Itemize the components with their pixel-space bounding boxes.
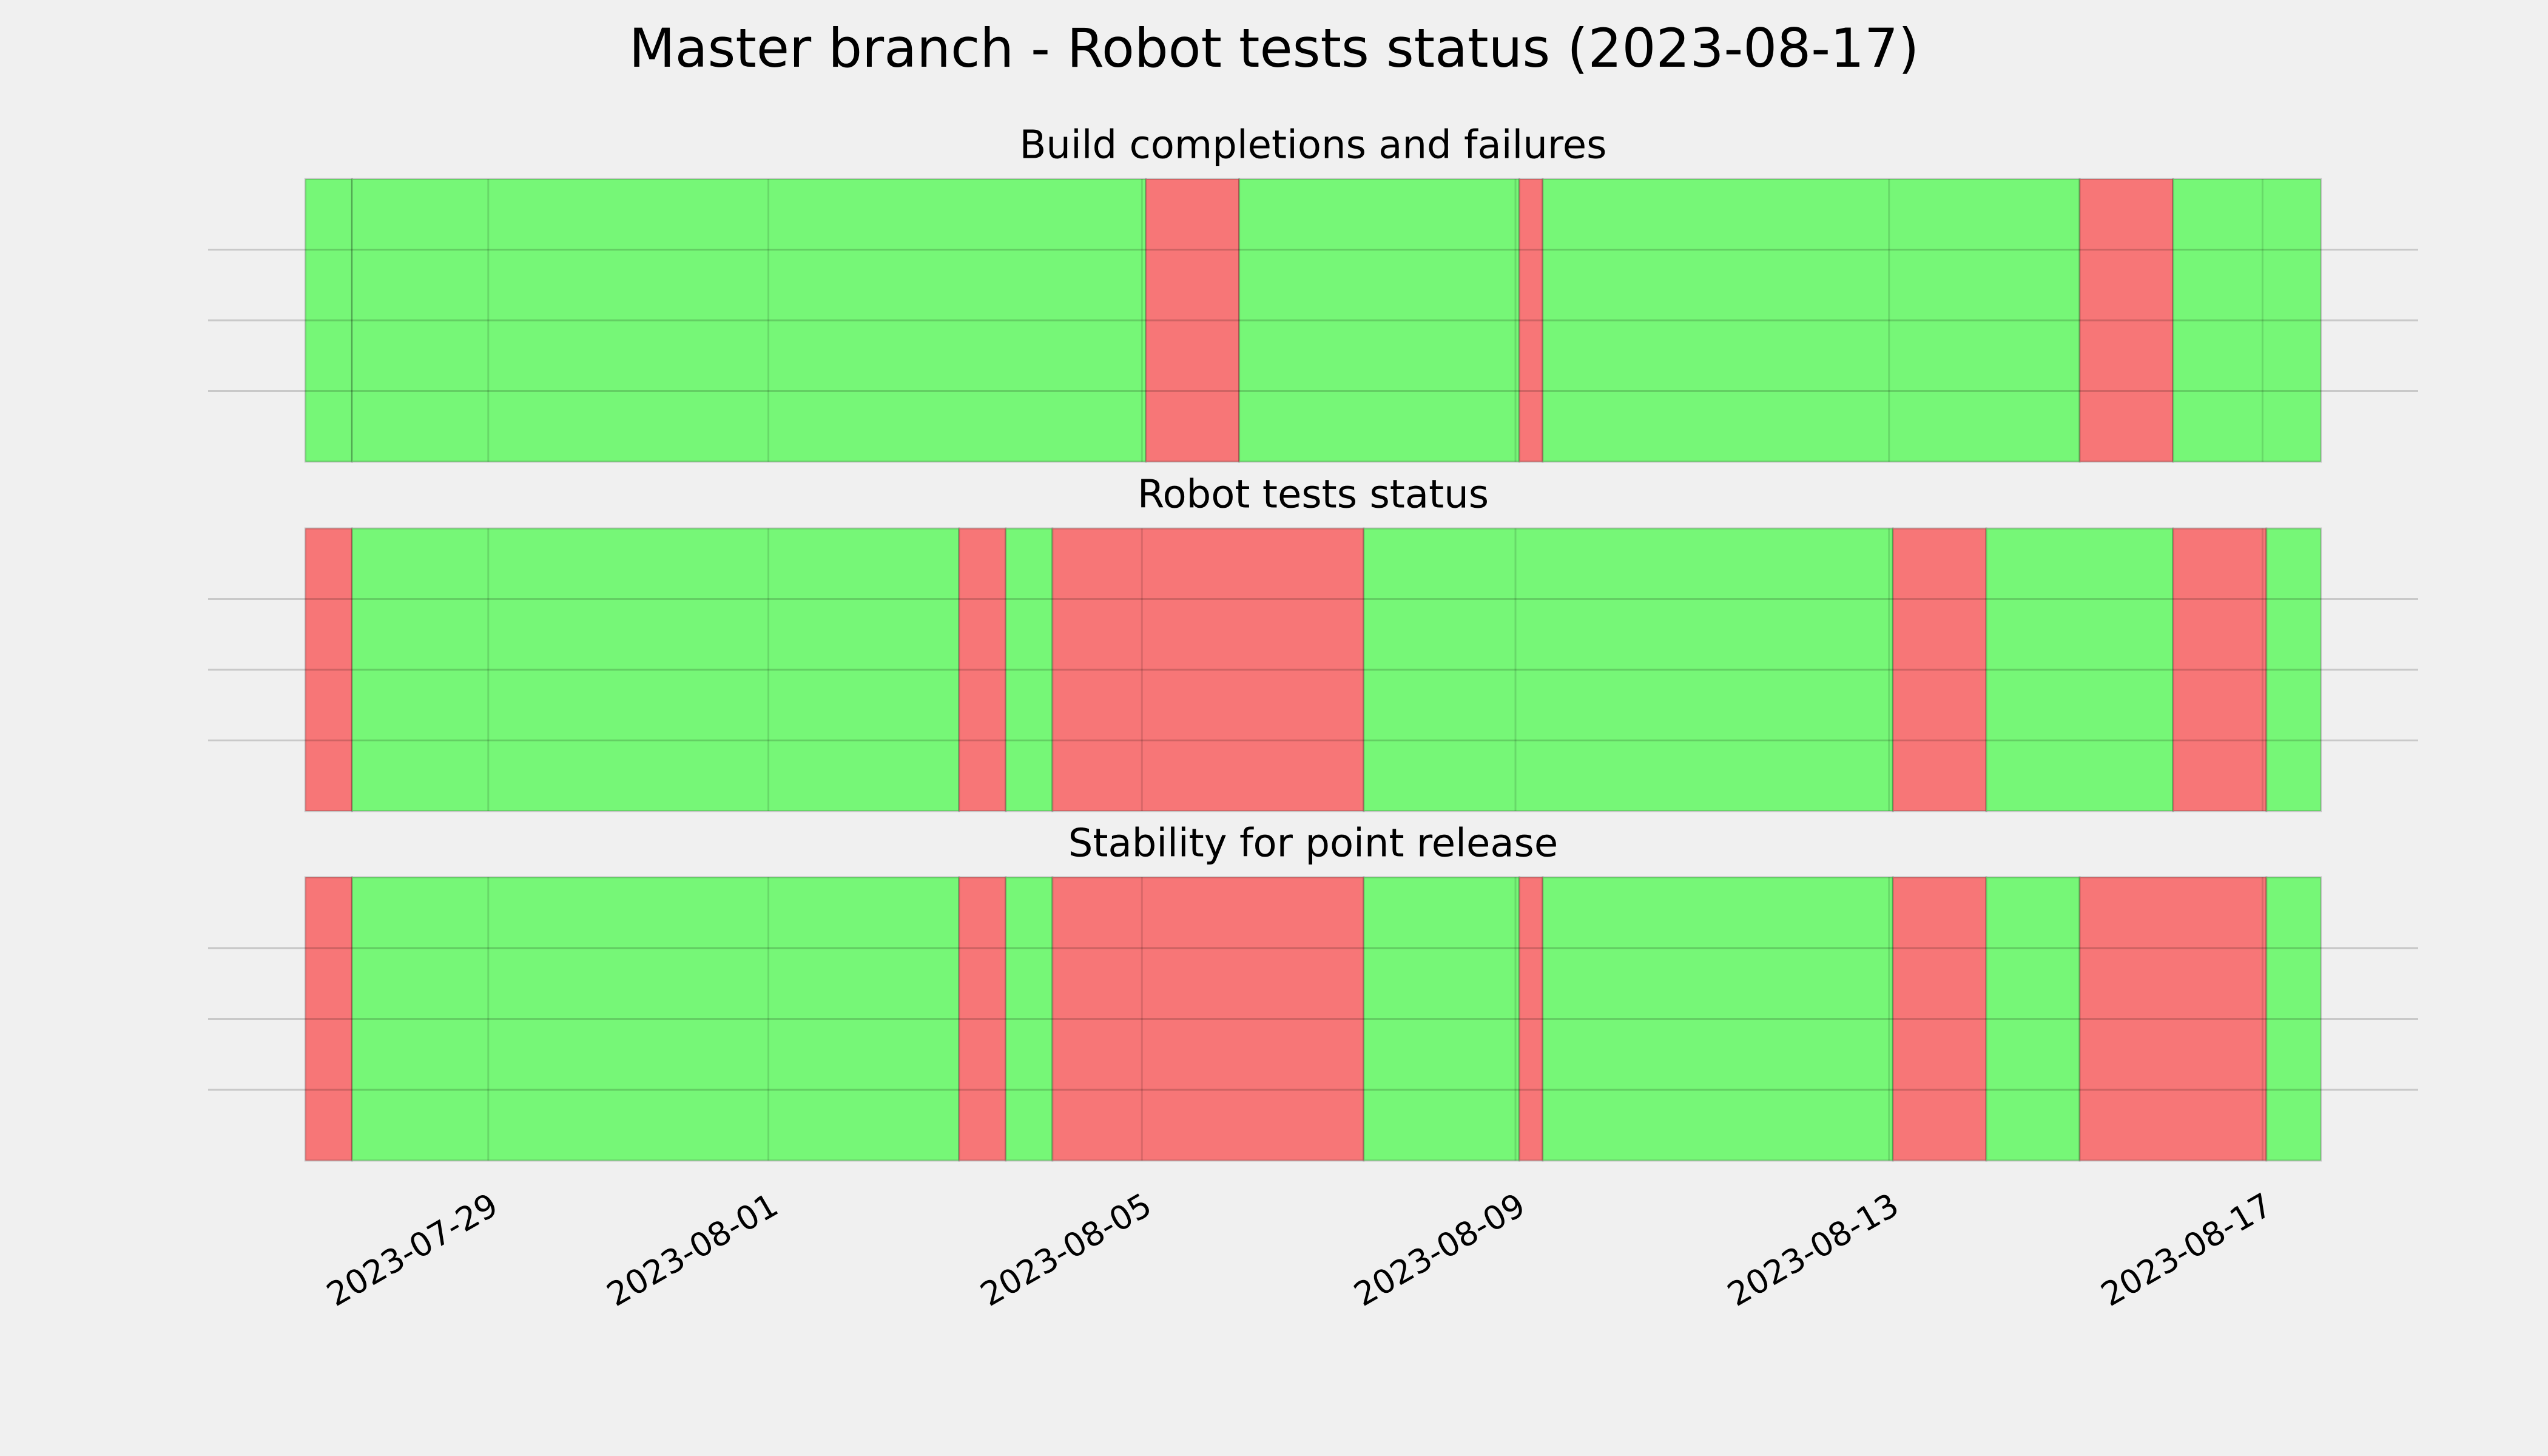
status-segment bbox=[1005, 876, 1054, 1162]
status-segment bbox=[1892, 527, 1987, 812]
status-segment bbox=[1238, 178, 1520, 463]
status-segment bbox=[1518, 178, 1544, 463]
status-segment bbox=[1542, 876, 1894, 1162]
status-segment bbox=[1542, 178, 2081, 463]
status-segment bbox=[2265, 876, 2322, 1162]
status-segment bbox=[351, 527, 960, 812]
status-segment bbox=[2265, 527, 2322, 812]
status-segment bbox=[958, 527, 1007, 812]
status-segment bbox=[1051, 527, 1365, 812]
status-segment bbox=[351, 178, 1147, 463]
status-segment bbox=[1363, 527, 1894, 812]
status-segment bbox=[304, 876, 353, 1162]
subplot-title: Stability for point release bbox=[1068, 821, 1559, 866]
status-segment bbox=[1892, 876, 1987, 1162]
subplot-title: Build completions and failures bbox=[1020, 123, 1607, 168]
status-segment bbox=[304, 178, 353, 463]
status-segment bbox=[1985, 527, 2174, 812]
subplot-title: Robot tests status bbox=[1138, 473, 1489, 517]
status-segment bbox=[1051, 876, 1365, 1162]
status-segment bbox=[2078, 876, 2268, 1162]
status-segment bbox=[2172, 527, 2268, 812]
figure-title: Master branch - Robot tests status (2023… bbox=[629, 17, 1919, 79]
status-segment bbox=[2172, 178, 2322, 463]
status-segment bbox=[2078, 178, 2174, 463]
status-segment bbox=[1145, 178, 1241, 463]
status-segment bbox=[1363, 876, 1520, 1162]
status-segment bbox=[351, 876, 960, 1162]
status-segment bbox=[1985, 876, 2081, 1162]
status-segment bbox=[958, 876, 1007, 1162]
status-segment bbox=[304, 527, 353, 812]
